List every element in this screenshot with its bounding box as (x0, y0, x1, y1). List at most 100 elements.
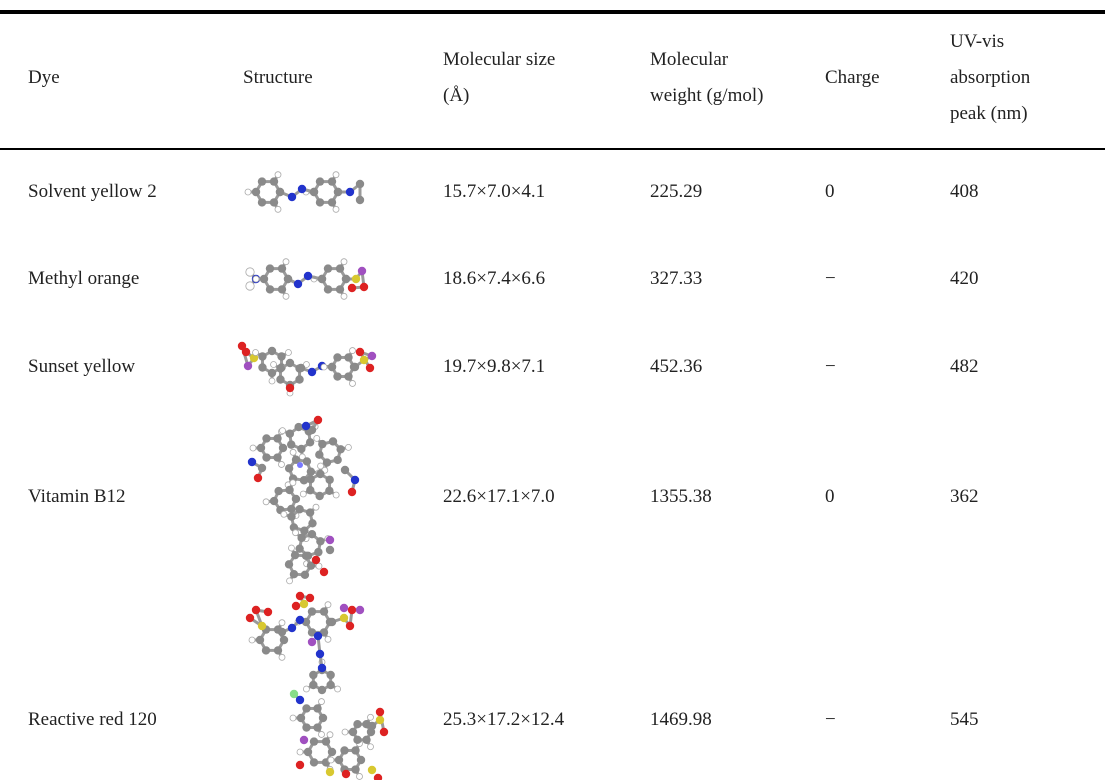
molecule-part (290, 690, 298, 698)
table-cell: Methyl orange (28, 261, 139, 297)
molecule-part (270, 198, 278, 206)
molecule-part (310, 737, 318, 745)
molecule-part (357, 773, 363, 779)
molecule-part (294, 280, 302, 288)
molecule-part (326, 671, 334, 679)
molecule-part (344, 353, 352, 361)
molecule-part (345, 444, 351, 450)
molecule-part (285, 350, 291, 356)
molecule-part (308, 530, 316, 538)
molecule-part (328, 757, 334, 763)
molecule-part (333, 456, 341, 464)
molecule-part (288, 193, 296, 201)
molecule-part (315, 450, 323, 458)
molecule-part (342, 275, 350, 283)
molecule-part (295, 375, 303, 383)
molecule-part (328, 748, 336, 756)
molecule-part (258, 352, 266, 360)
molecule-part (258, 363, 266, 371)
molecule-part (336, 264, 344, 272)
molecule-part (306, 508, 314, 516)
molecule-part (273, 453, 281, 461)
molecule-part (279, 428, 285, 434)
molecule-part (295, 505, 303, 513)
molecule-part (296, 592, 304, 600)
molecule-part (362, 736, 370, 744)
molecule-part (285, 464, 293, 472)
molecule-part (313, 723, 321, 731)
molecule-part (341, 259, 347, 265)
table-cell: 482 (950, 349, 979, 385)
molecule-part (353, 720, 361, 728)
molecule-part (340, 604, 348, 612)
molecule-part (279, 620, 285, 626)
page: DyeStructureMolecular size(Å)Molecularwe… (0, 0, 1105, 780)
molecule-part (302, 723, 310, 731)
molecule-part (326, 546, 334, 554)
molecule-part (275, 172, 281, 178)
molecule-part (316, 177, 324, 185)
molecule-part (238, 342, 246, 350)
molecule-part (246, 268, 254, 276)
table-cell: 362 (950, 479, 979, 515)
molecule-part (341, 293, 347, 299)
molecule-part (271, 362, 277, 368)
molecule-part (280, 636, 288, 644)
molecule-part (306, 475, 314, 483)
molecule-part (302, 704, 310, 712)
molecule-part (285, 486, 293, 494)
molecule-part (326, 681, 334, 689)
table-cell: 19.7×9.8×7.1 (443, 349, 545, 385)
molecule-part (348, 606, 356, 614)
molecule-part (328, 198, 336, 206)
table-cell: Solvent yellow 2 (28, 174, 157, 210)
molecule-part (279, 444, 287, 452)
molecule-part (333, 206, 339, 212)
table-cell: 1355.38 (650, 479, 712, 515)
molecule-part (290, 570, 298, 578)
molecule-part (276, 364, 284, 372)
molecule-part (278, 285, 286, 293)
molecule-part (262, 453, 270, 461)
molecule-part (323, 458, 331, 466)
molecule-part (254, 474, 262, 482)
molecule-part (324, 285, 332, 293)
molecule-part (368, 766, 376, 774)
table-cell: 15.7×7.0×4.1 (443, 174, 545, 210)
molecule-part (316, 198, 324, 206)
molecule-part (368, 352, 376, 360)
molecule-part (348, 488, 356, 496)
molecule-part (290, 480, 296, 486)
molecule-part (310, 188, 318, 196)
table-cell: Vitamin B12 (28, 479, 126, 515)
molecule-part (262, 434, 270, 442)
molecule-part (333, 492, 339, 498)
molecule-part (351, 746, 359, 754)
molecule-part (288, 624, 296, 632)
molecule-part (334, 188, 342, 196)
molecule-part (302, 552, 310, 560)
molecule-part (290, 715, 296, 721)
table-cell: 22.6×17.1×7.0 (443, 479, 555, 515)
molecule-part (319, 731, 325, 737)
molecule-part (283, 259, 289, 265)
table-cell: 225.29 (650, 174, 702, 210)
molecule-part (374, 774, 382, 780)
molecule-part (266, 264, 274, 272)
molecule-part (368, 744, 374, 750)
header-cell: Molecular size (443, 42, 555, 78)
molecule-part (335, 756, 343, 764)
molecule-part (336, 285, 344, 293)
molecule-part (290, 449, 296, 455)
molecule-part (350, 380, 356, 386)
molecule-part (292, 495, 300, 503)
table-cell: 420 (950, 261, 979, 297)
molecule-part (256, 636, 264, 644)
molecule-part (258, 464, 266, 472)
molecule-part (325, 476, 333, 484)
molecule-part (297, 462, 303, 468)
molecule-part (279, 461, 285, 467)
molecule-part (333, 372, 341, 380)
molecule-part (329, 437, 337, 445)
molecule-part (350, 348, 356, 354)
